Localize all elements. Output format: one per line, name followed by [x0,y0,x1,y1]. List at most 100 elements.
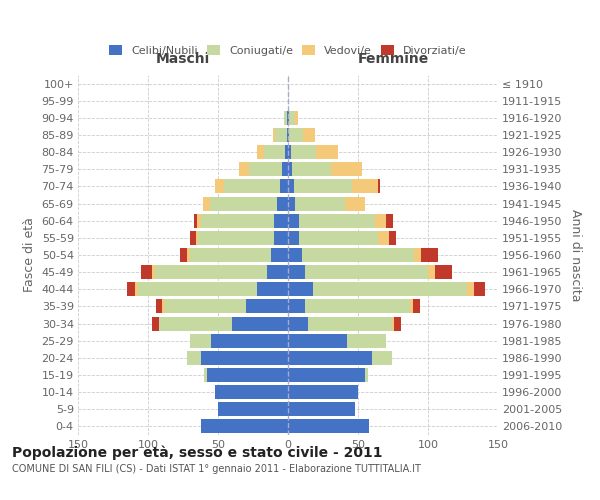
Bar [232,316,288,330]
Bar [467,282,474,296]
Bar [288,180,293,194]
Bar [215,385,288,399]
Bar [196,231,199,245]
Bar [284,111,287,125]
Bar [428,265,435,279]
Bar [288,145,291,159]
Bar [304,128,314,142]
Bar [264,145,285,159]
Bar [187,351,201,365]
Bar [257,145,264,159]
Bar [302,248,414,262]
Bar [283,162,288,176]
Bar [162,300,165,314]
Bar [285,145,288,159]
Bar [288,316,308,330]
Bar [190,334,211,347]
Bar [377,231,389,245]
Bar [288,420,369,434]
Bar [207,368,288,382]
Bar [293,180,352,194]
Bar [287,111,288,125]
Bar [331,162,362,176]
Bar [288,196,295,210]
Text: Maschi: Maschi [156,52,210,66]
Bar [414,248,421,262]
Bar [389,231,396,245]
Bar [421,248,438,262]
Text: COMUNE DI SAN FILI (CS) - Dati ISTAT 1° gennaio 2011 - Elaborazione TUTTITALIA.I: COMUNE DI SAN FILI (CS) - Dati ISTAT 1° … [12,464,421,474]
Bar [377,180,380,194]
Bar [127,282,136,296]
Bar [346,196,365,210]
Bar [218,402,288,416]
Bar [394,316,401,330]
Bar [305,265,428,279]
Bar [372,351,392,365]
Bar [347,334,386,347]
Bar [257,282,288,296]
Bar [289,128,304,142]
Bar [201,420,288,434]
Bar [413,300,419,314]
Bar [211,334,288,347]
Bar [159,316,232,330]
Bar [288,282,313,296]
Bar [435,265,452,279]
Bar [136,282,138,296]
Bar [271,248,288,262]
Bar [180,248,187,262]
Bar [299,214,375,228]
Bar [201,351,288,365]
Bar [138,282,257,296]
Bar [157,300,162,314]
Bar [288,162,292,176]
Bar [249,162,283,176]
Bar [288,214,299,228]
Bar [386,214,393,228]
Bar [375,214,386,228]
Y-axis label: Fasce di età: Fasce di età [23,218,36,292]
Y-axis label: Anni di nascita: Anni di nascita [569,209,582,301]
Bar [288,385,358,399]
Bar [474,282,485,296]
Bar [239,162,249,176]
Bar [291,145,316,159]
Bar [141,265,152,279]
Bar [313,282,467,296]
Bar [274,214,288,228]
Bar [274,231,288,245]
Bar [280,180,288,194]
Bar [203,196,209,210]
Bar [308,316,392,330]
Bar [215,180,224,194]
Bar [288,402,355,416]
Bar [287,128,288,142]
Bar [152,265,155,279]
Bar [316,145,338,159]
Bar [197,214,201,228]
Bar [204,368,207,382]
Bar [201,214,274,228]
Bar [288,334,347,347]
Bar [295,196,346,210]
Bar [299,231,377,245]
Bar [288,128,289,142]
Bar [288,368,365,382]
Bar [295,111,298,125]
Bar [224,180,280,194]
Bar [288,265,305,279]
Bar [155,265,267,279]
Bar [152,316,159,330]
Bar [267,265,288,279]
Bar [246,300,288,314]
Bar [272,128,275,142]
Bar [190,231,196,245]
Bar [292,162,331,176]
Bar [305,300,410,314]
Text: Popolazione per età, sesso e stato civile - 2011: Popolazione per età, sesso e stato civil… [12,446,383,460]
Bar [288,111,289,125]
Bar [194,214,197,228]
Bar [392,316,394,330]
Bar [288,231,299,245]
